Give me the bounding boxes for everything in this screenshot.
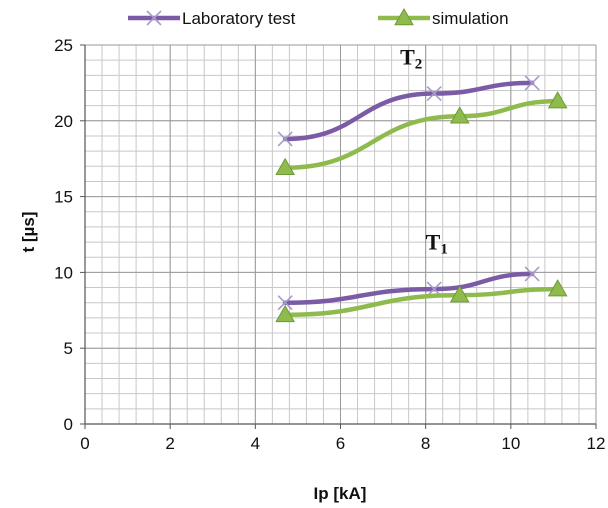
series-T2-simulation [275,91,568,176]
annotation-T1: T1 [426,230,448,258]
data-point-x-marker [277,131,293,147]
grid [84,44,597,425]
series-T2-laboratory-test [277,75,540,147]
legend-label: simulation [432,9,509,28]
data-point-triangle-marker [449,106,470,124]
data-point-triangle-marker [275,304,296,323]
annotation-main: T [400,45,415,70]
data-point-x-marker [277,295,293,311]
series-layer [275,75,568,323]
data-point-x-marker [146,10,162,26]
legend: Laboratory test simulation [128,7,509,28]
annotation-T2: T2 [400,45,422,73]
data-point-triangle-marker [394,7,414,26]
x-axis-label: Ip [kA] [314,484,367,503]
y-tick-label: 25 [54,36,73,55]
marker-stroke [524,266,540,282]
y-tick-label: 20 [54,112,73,131]
y-tick-label: 10 [54,263,73,282]
series-line [282,80,535,142]
data-point-triangle-marker [547,91,568,109]
x-tick-label: 4 [251,434,260,453]
marker-stroke [426,85,442,102]
x-tick-label: 8 [421,434,430,453]
x-tick-label: 10 [501,434,520,453]
x-tick-label: 0 [80,434,89,453]
y-axis-label: t [µs] [19,212,38,253]
series-T1-simulation [275,279,568,323]
y-tick-label: 5 [64,339,73,358]
y-tick-label: 0 [64,415,73,434]
series-line [282,286,560,318]
x-tick-label: 12 [587,434,606,453]
annotation-subscript: 1 [440,242,448,258]
marker-stroke [146,10,162,26]
annotation-main: T [426,230,441,255]
marker-stroke [524,75,540,91]
data-point-triangle-marker [275,157,296,176]
y-tick-label: 15 [54,188,73,207]
data-point-x-marker [524,266,540,282]
legend-entry-simulation: simulation [378,7,509,28]
legend-entry-laboratory-test: Laboratory test [128,9,296,28]
axes [80,44,597,429]
data-point-triangle-marker [547,279,568,297]
data-point-x-marker [426,85,442,102]
legend-label: Laboratory test [182,9,296,28]
marker-stroke [277,295,293,311]
marker-stroke [277,131,293,147]
series-line [282,98,560,171]
marker-stroke [426,281,442,297]
data-point-triangle-marker [449,285,470,303]
x-tick-label: 2 [165,434,174,453]
data-point-x-marker [524,75,540,91]
annotation-subscript: 2 [415,57,423,73]
x-tick-label: 6 [336,434,345,453]
